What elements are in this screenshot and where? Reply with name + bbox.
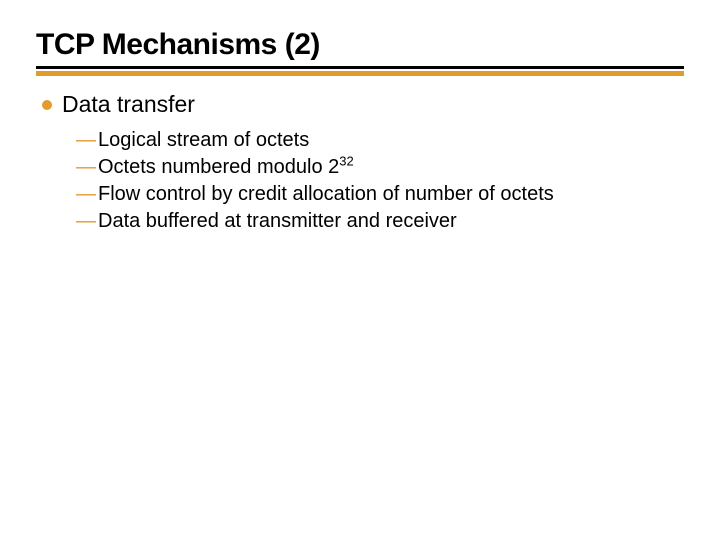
- sub-item: — Octets numbered modulo 232: [76, 154, 692, 181]
- title-rule-black: [36, 66, 684, 69]
- superscript: 32: [339, 153, 353, 168]
- sub-text: Octets numbered modulo 232: [98, 154, 354, 181]
- dash-icon: —: [76, 208, 96, 235]
- sub-text-prefix: Octets numbered modulo 2: [98, 156, 339, 178]
- sub-item: — Data buffered at transmitter and recei…: [76, 208, 692, 235]
- slide-body: Data transfer — Logical stream of octets…: [42, 90, 692, 235]
- bullet-item: Data transfer: [42, 90, 692, 119]
- title-rule-accent: [36, 71, 684, 76]
- sub-item: — Flow control by credit allocation of n…: [76, 181, 692, 208]
- dash-icon: —: [76, 181, 96, 208]
- sub-text: Flow control by credit allocation of num…: [98, 181, 554, 208]
- sub-text: Logical stream of octets: [98, 127, 309, 154]
- slide: TCP Mechanisms (2) Data transfer — Logic…: [0, 0, 720, 540]
- sub-list: — Logical stream of octets — Octets numb…: [76, 127, 692, 235]
- dash-icon: —: [76, 154, 96, 181]
- slide-title: TCP Mechanisms (2): [36, 28, 684, 66]
- sub-text: Data buffered at transmitter and receive…: [98, 208, 457, 235]
- title-block: TCP Mechanisms (2): [36, 28, 684, 76]
- sub-item: — Logical stream of octets: [76, 127, 692, 154]
- bullet-dot-icon: [42, 100, 52, 110]
- dash-icon: —: [76, 127, 96, 154]
- bullet-label: Data transfer: [62, 90, 195, 119]
